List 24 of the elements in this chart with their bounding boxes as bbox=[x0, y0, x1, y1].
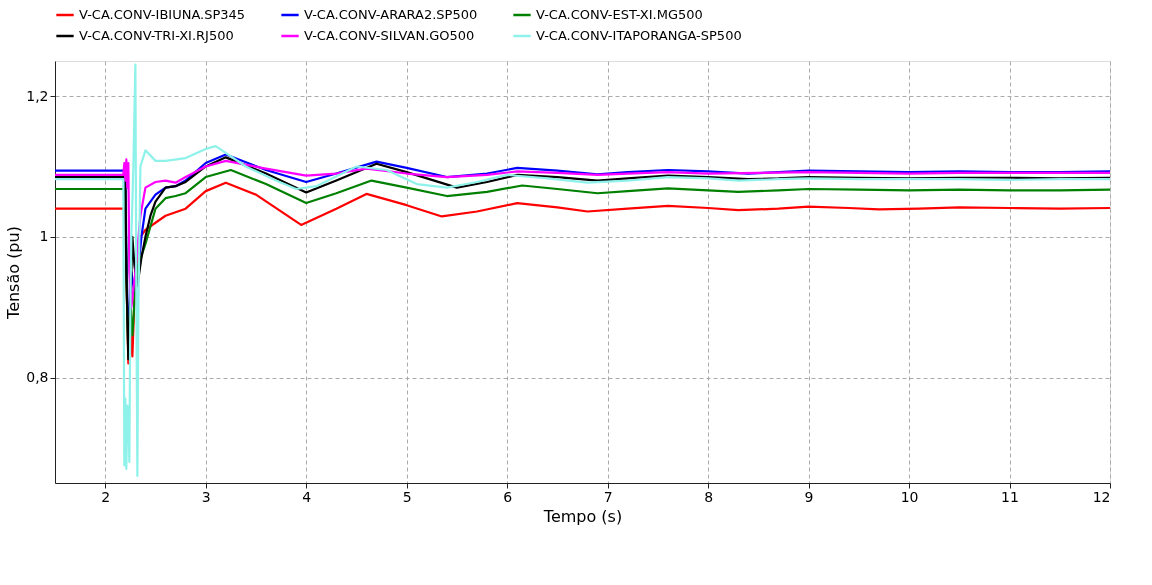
legend-label: V-CA.CONV-ARARA2.SP500 bbox=[304, 7, 478, 22]
y-tick-label: 1 bbox=[39, 228, 49, 245]
y-tick-label: 0,8 bbox=[26, 369, 49, 385]
x-tick-label: 12 bbox=[1092, 488, 1111, 505]
x-tick-label: 2 bbox=[101, 488, 111, 505]
x-tick-label: 11 bbox=[1001, 488, 1019, 505]
x-tick-label: 6 bbox=[503, 488, 513, 505]
line-series bbox=[55, 158, 1110, 309]
x-tick-label: 7 bbox=[603, 488, 613, 505]
legend-label: V-CA.CONV-EST-XI.MG500 bbox=[536, 7, 703, 22]
legend-label: V-CA.CONV-IBIUNA.SP345 bbox=[79, 7, 246, 22]
line-series bbox=[55, 63, 1110, 478]
x-tick-label: 10 bbox=[900, 488, 919, 505]
x-tick-label: 8 bbox=[704, 488, 714, 505]
x-tick-label: 4 bbox=[302, 488, 312, 505]
y-tick-label: 1,2 bbox=[26, 87, 49, 104]
x-tick-label: 3 bbox=[201, 488, 211, 505]
y-axis-title: Tensão (pu) bbox=[4, 226, 24, 320]
x-tick-label: 9 bbox=[804, 488, 814, 505]
x-tick-label: 5 bbox=[402, 488, 412, 505]
x-axis-title: Tempo (s) bbox=[542, 506, 623, 526]
legend-label: V-CA.CONV-SILVAN.GO500 bbox=[304, 28, 475, 43]
legend-label: V-CA.CONV-ITAPORANGA-SP500 bbox=[536, 28, 742, 43]
legend-label: V-CA.CONV-TRI-XI.RJ500 bbox=[79, 28, 234, 43]
